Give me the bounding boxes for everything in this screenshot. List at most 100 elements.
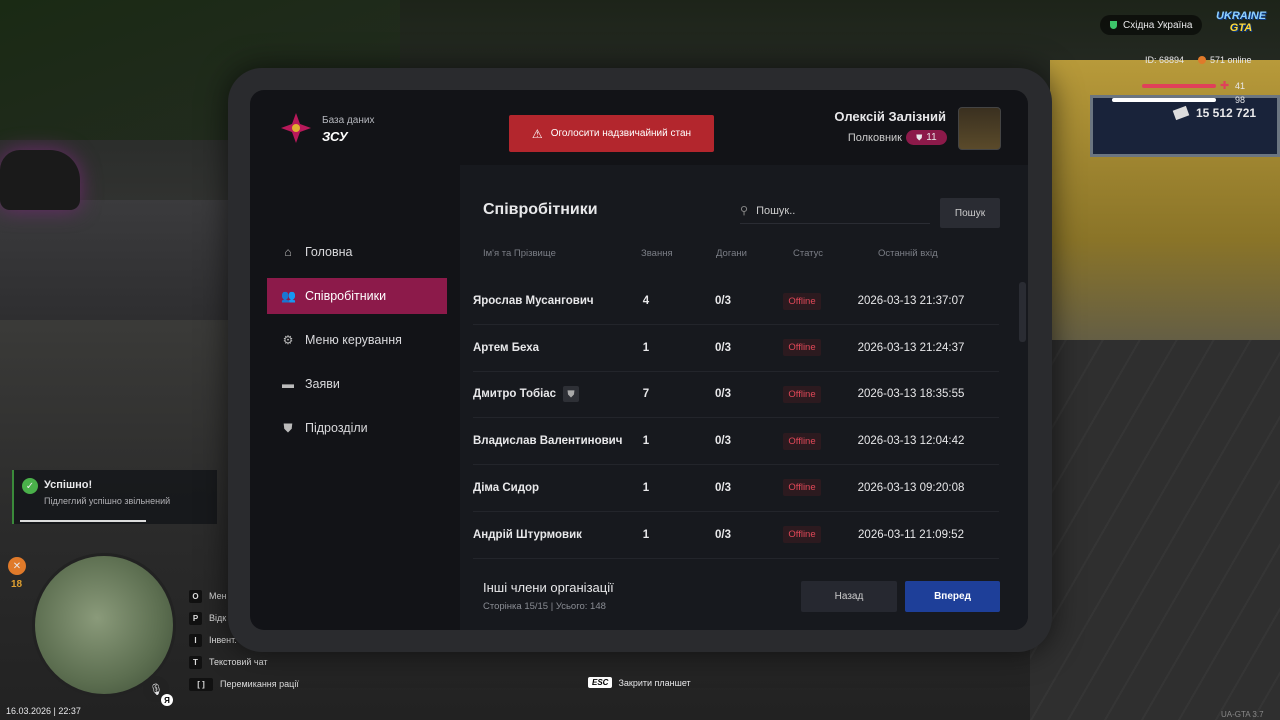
online-label: 571 online bbox=[1210, 55, 1252, 65]
hint-key: [ ] bbox=[189, 677, 213, 691]
employee-name: Дмитро Тобіас ⛊ bbox=[473, 371, 580, 417]
employee-reprimands: 0/3 bbox=[715, 295, 731, 307]
search-field[interactable]: ⚲ Пошук.. bbox=[740, 198, 930, 224]
level-icon: ⛊ bbox=[916, 132, 923, 142]
alert-icon: ⚠ bbox=[531, 126, 543, 141]
employee-rank: 1 bbox=[642, 341, 650, 354]
employee-status: Offline bbox=[783, 339, 821, 357]
region-label: Східна Україна bbox=[1123, 19, 1193, 31]
region-icon bbox=[1110, 21, 1117, 29]
user-level-value: 11 bbox=[926, 132, 937, 143]
health-bar bbox=[1142, 84, 1216, 88]
armor: 98 bbox=[1235, 95, 1246, 105]
employee-reprimands: 0/3 bbox=[715, 388, 731, 401]
alert-button[interactable]: ⚠ Оголосити надзвичайний стан bbox=[509, 115, 714, 152]
employee-status: Offline bbox=[783, 526, 821, 543]
hint: P Відк bbox=[189, 611, 226, 625]
employee-rank: 1 bbox=[642, 481, 650, 494]
scene bbox=[1090, 95, 1280, 157]
mic-key: Я bbox=[161, 694, 173, 706]
employee-reprimands: 0/3 bbox=[715, 528, 731, 541]
pagination: Сторінка 15/15 | Усього: 148 bbox=[483, 601, 606, 612]
column-header: Догани bbox=[716, 248, 747, 259]
employee-row[interactable]: Діма Сидор 1 0/3 Offline 2026-03-13 09:20:08 bbox=[473, 465, 999, 512]
employee-rank: 1 bbox=[642, 528, 650, 541]
employee-rank: 4 bbox=[642, 295, 650, 307]
employee-row[interactable]: Андрій Штурмовик 1 0/3 Offline 2026-03-11 21… bbox=[473, 512, 999, 559]
footer-title: Інші члени організації bbox=[483, 580, 614, 595]
version: UA-GTA 3.7 bbox=[1221, 710, 1264, 719]
nav-icon: ▬ bbox=[282, 377, 294, 391]
employee-reprimands: 0/3 bbox=[715, 341, 731, 354]
hint-key: I bbox=[189, 633, 202, 647]
alert-label: Оголосити надзвичайний стан bbox=[550, 128, 692, 139]
employee-row[interactable]: Дмитро Тобіас ⛊ 7 0/3 Offline 2026-03-13 18:3… bbox=[473, 371, 999, 419]
car bbox=[0, 150, 80, 210]
employee-status: Offline bbox=[783, 385, 821, 403]
notification-progress bbox=[20, 520, 146, 522]
logo: UKRAINE GTA bbox=[1212, 10, 1270, 34]
nav-item[interactable]: ▬ Заяви bbox=[267, 366, 447, 402]
next-button[interactable]: Вперед bbox=[905, 581, 1000, 612]
employee-row[interactable]: Ярослав Мусангович 4 0/3 Offline 2026-03-13 … bbox=[473, 278, 999, 325]
column-header: Ім'я та Прізвище bbox=[483, 248, 556, 259]
employee-name: Артем Беха bbox=[473, 325, 539, 371]
nav-label: Співробітники bbox=[305, 289, 387, 303]
player-id: ID: 68894 bbox=[1145, 55, 1185, 65]
employee-last-login: 2026-03-13 09:20:08 bbox=[857, 481, 965, 494]
hint-key: O bbox=[189, 589, 202, 603]
employee-row[interactable]: Владислав Валентинович 1 0/3 Offline 2026-03… bbox=[473, 418, 999, 466]
notification-text: Підлеглий успішно звільнений bbox=[44, 496, 171, 506]
employee-row[interactable]: Артем Беха 1 0/3 Offline 2026-03-13 21:24:37 bbox=[473, 325, 999, 372]
employee-status-cell: Offline bbox=[777, 512, 827, 558]
name-text: Владислав Валентинович bbox=[473, 435, 623, 448]
employee-last-login: 2026-03-13 18:35:55 bbox=[857, 388, 965, 401]
user-rank: Полковник bbox=[847, 132, 902, 144]
logo-top: UKRAINE bbox=[1215, 10, 1267, 22]
employee-reprimands: 0/3 bbox=[715, 435, 731, 448]
nav-item[interactable]: ⌂ Головна bbox=[267, 234, 447, 270]
employee-last-login: 2026-03-13 21:37:07 bbox=[857, 295, 965, 307]
notification: ✓ Успішно! Підлеглий успішно звільнений bbox=[12, 470, 217, 524]
employee-name: Ярослав Мусангович bbox=[473, 278, 594, 324]
hint: I Інвент. bbox=[189, 633, 237, 647]
employee-last-login: 2026-03-13 12:04:42 bbox=[857, 435, 965, 448]
money: 15 512 721 bbox=[1196, 106, 1257, 120]
logo-bottom: GTA bbox=[1229, 22, 1253, 34]
hunger-icon: ✕ bbox=[8, 557, 26, 575]
leader-icon: ⛊ bbox=[563, 386, 580, 403]
online-icon bbox=[1198, 56, 1206, 64]
scene bbox=[0, 200, 230, 320]
nav-item[interactable]: ⚙ Меню керування bbox=[267, 322, 447, 358]
online: 571 online bbox=[1198, 55, 1252, 65]
hint-key: T bbox=[189, 655, 202, 669]
health-icon: ✚ bbox=[1220, 80, 1230, 92]
hint-label: Інвент. bbox=[209, 635, 237, 645]
employee-status: Offline bbox=[783, 432, 821, 450]
employee-rank: 7 bbox=[642, 388, 650, 401]
esc-hint: ESC Закрити планшет bbox=[588, 677, 691, 688]
esc-key: ESC bbox=[588, 677, 613, 688]
employee-name: Владислав Валентинович bbox=[473, 418, 622, 464]
minimap bbox=[32, 553, 176, 697]
nav-item[interactable]: ⛊ Підрозділи bbox=[267, 410, 447, 446]
hint-label: Текстовий чат bbox=[209, 657, 268, 667]
hint-label: Відк bbox=[209, 613, 227, 623]
brand-name: ЗСУ bbox=[322, 129, 348, 144]
employee-status-cell: Offline bbox=[777, 418, 827, 464]
nav-icon: 👥 bbox=[281, 289, 296, 303]
nav-icon: ⛊ bbox=[283, 420, 293, 435]
employee-name: Діма Сидор bbox=[473, 465, 539, 511]
employee-last-login: 2026-03-13 21:24:37 bbox=[857, 341, 965, 354]
notification-title: Успішно! bbox=[44, 479, 93, 491]
name-text: Ярослав Мусангович bbox=[473, 295, 594, 307]
nav-item[interactable]: 👥 Співробітники bbox=[267, 278, 447, 314]
search-button[interactable]: Пошук bbox=[940, 198, 1000, 228]
name-text: Дмитро Тобіас bbox=[473, 388, 557, 401]
employee-status: Offline bbox=[783, 292, 821, 310]
prev-button[interactable]: Назад bbox=[801, 581, 897, 612]
nav-label: Заяви bbox=[305, 377, 340, 391]
employee-name: Андрій Штурмовик bbox=[473, 512, 582, 558]
hint: O Мен bbox=[189, 589, 227, 603]
